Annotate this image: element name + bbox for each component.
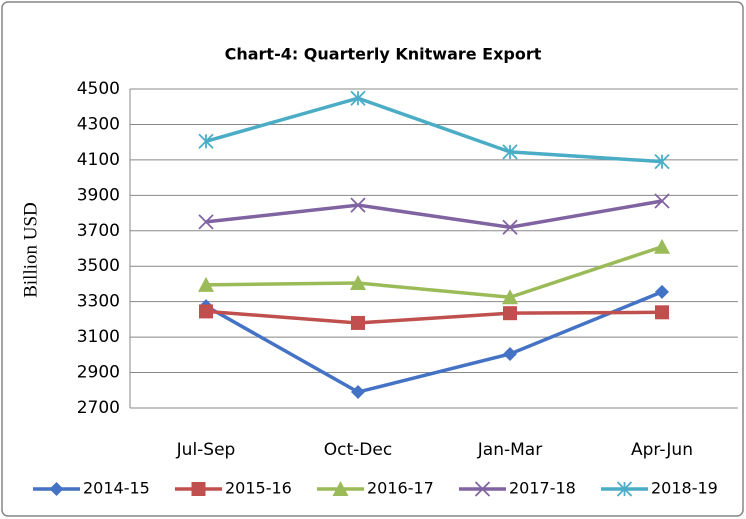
y-tick-label: 3700 <box>77 221 120 241</box>
data-point <box>655 305 669 320</box>
legend-marker <box>616 481 633 497</box>
legend-label: 2016-17 <box>367 479 434 498</box>
x-tick-label: Jul-Sep <box>176 440 236 460</box>
x-tick-label: Apr-Jun <box>631 440 693 460</box>
y-tick-label: 3500 <box>77 256 120 276</box>
data-point <box>350 275 366 291</box>
legend-marker <box>191 482 206 496</box>
data-point <box>198 276 214 292</box>
marker-stroke <box>198 214 214 230</box>
data-point <box>502 219 518 235</box>
data-point <box>350 197 366 213</box>
data-point <box>351 385 365 400</box>
y-tick-label: 3900 <box>77 185 120 205</box>
data-point <box>198 214 214 230</box>
series-line <box>205 96 663 164</box>
data-point <box>503 346 517 361</box>
marker-stroke <box>502 219 518 235</box>
data-point <box>655 284 669 299</box>
legend-marker <box>49 482 64 496</box>
series-line <box>205 199 663 230</box>
y-axis-label: Billion USD <box>20 202 41 298</box>
y-tick-label: 2700 <box>77 398 120 418</box>
y-tick-label: 3300 <box>77 292 120 312</box>
legend-marker <box>332 481 349 496</box>
data-point <box>502 289 518 305</box>
marker-stroke <box>350 197 366 213</box>
data-point <box>654 238 670 254</box>
y-tick-label: 4500 <box>77 79 120 99</box>
legend-marker <box>474 481 491 497</box>
y-tick-label: 4100 <box>77 150 120 170</box>
y-tick-label: 3100 <box>77 327 120 347</box>
data-point <box>502 144 518 160</box>
y-tick-label: 4300 <box>77 114 120 134</box>
data-point <box>350 90 366 106</box>
y-tick-label: 2900 <box>77 363 120 383</box>
legend-label: 2017-18 <box>509 479 576 498</box>
data-point <box>503 306 517 321</box>
series-line <box>205 290 663 394</box>
series-line <box>205 245 663 300</box>
x-tick-label: Oct-Dec <box>324 440 392 460</box>
x-tick-label: Jan-Mar <box>477 440 542 460</box>
chart-title: Chart-4: Quarterly Knitware Export <box>225 45 542 64</box>
marker-stroke <box>474 481 491 497</box>
data-point <box>654 154 670 170</box>
legend-label: 2018-19 <box>651 479 718 498</box>
legend-label: 2015-16 <box>225 479 292 498</box>
legend-label: 2014-15 <box>83 479 150 498</box>
data-point <box>199 304 213 319</box>
data-point <box>654 193 670 209</box>
data-point <box>351 315 365 330</box>
data-point <box>198 133 214 149</box>
series-line <box>205 309 663 325</box>
marker-stroke <box>654 193 670 209</box>
